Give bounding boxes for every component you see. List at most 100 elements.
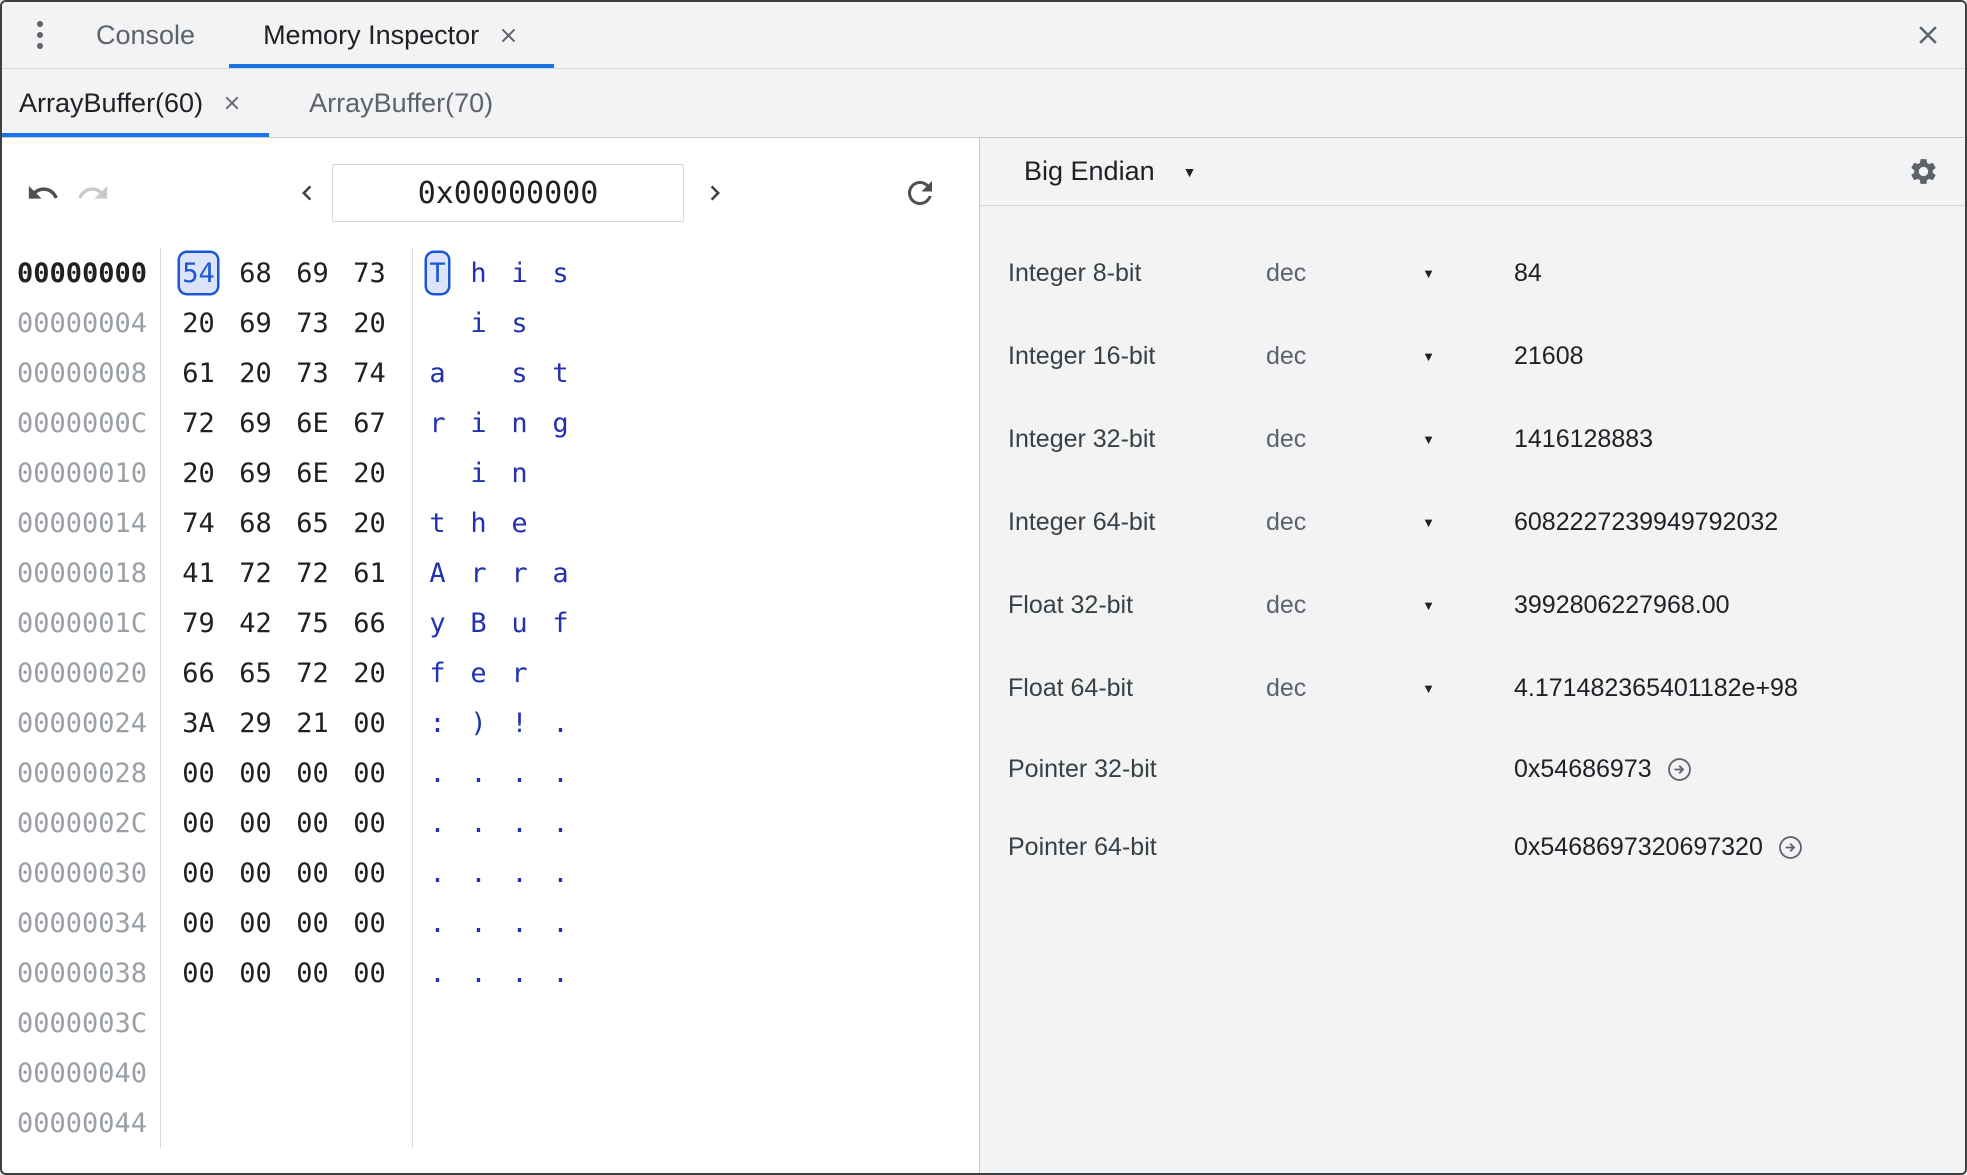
hex-byte[interactable]: 73	[296, 357, 329, 389]
ascii-char[interactable]	[427, 453, 448, 493]
ascii-char[interactable]: i	[470, 407, 487, 439]
hex-byte[interactable]: 61	[353, 557, 386, 589]
hex-byte[interactable]: 68	[239, 257, 272, 289]
hex-byte[interactable]: 74	[353, 357, 386, 389]
hex-byte[interactable]: 00	[182, 807, 215, 839]
hex-byte[interactable]: 00	[353, 907, 386, 939]
ascii-char[interactable]: .	[511, 757, 528, 789]
ascii-char[interactable]: h	[470, 257, 487, 289]
hex-byte[interactable]: 3A	[182, 707, 215, 739]
ascii-char[interactable]: f	[552, 607, 569, 639]
ascii-char[interactable]: r	[511, 557, 528, 589]
hex-byte[interactable]: 00	[239, 807, 272, 839]
hex-byte[interactable]: 00	[353, 807, 386, 839]
hex-byte[interactable]: 20	[182, 457, 215, 489]
tab-arraybuffer-60[interactable]: ArrayBuffer(60)	[2, 69, 270, 137]
hex-byte[interactable]: 00	[296, 807, 329, 839]
hex-byte[interactable]: 54	[180, 253, 217, 293]
ascii-char[interactable]: s	[552, 257, 569, 289]
ascii-char[interactable]	[468, 353, 489, 393]
value-format-dropdown[interactable]: dec ▼	[1266, 674, 1441, 703]
hex-byte[interactable]: 72	[239, 557, 272, 589]
ascii-char[interactable]: a	[552, 557, 569, 589]
hex-byte[interactable]: 69	[239, 307, 272, 339]
history-forward-button[interactable]	[76, 176, 110, 210]
hex-byte[interactable]: 20	[353, 507, 386, 539]
ascii-char[interactable]: i	[470, 307, 487, 339]
ascii-char[interactable]: .	[511, 857, 528, 889]
hex-byte[interactable]: 20	[239, 357, 272, 389]
hex-byte[interactable]: 65	[296, 507, 329, 539]
ascii-char[interactable]: n	[511, 407, 528, 439]
ascii-char[interactable]: )	[470, 707, 487, 739]
ascii-char[interactable]: a	[429, 357, 446, 389]
hex-byte[interactable]: 74	[182, 507, 215, 539]
ascii-char[interactable]: t	[429, 507, 446, 539]
hex-byte[interactable]: 00	[239, 757, 272, 789]
ascii-char[interactable]: .	[552, 957, 569, 989]
ascii-char[interactable]: .	[429, 857, 446, 889]
hex-byte[interactable]: 72	[296, 657, 329, 689]
ascii-char[interactable]: y	[429, 607, 446, 639]
ascii-char[interactable]: .	[429, 807, 446, 839]
hex-byte[interactable]: 79	[182, 607, 215, 639]
hex-byte[interactable]: 00	[182, 957, 215, 989]
hex-byte[interactable]: 00	[182, 757, 215, 789]
ascii-char[interactable]: i	[470, 457, 487, 489]
tab-arraybuffer-70[interactable]: ArrayBuffer(70)	[269, 69, 533, 137]
ascii-char[interactable]: i	[511, 257, 528, 289]
hex-byte[interactable]: 41	[182, 557, 215, 589]
value-format-dropdown[interactable]: dec ▼	[1266, 591, 1441, 620]
ascii-char[interactable]: .	[552, 757, 569, 789]
hex-byte[interactable]: 20	[353, 657, 386, 689]
ascii-char[interactable]: t	[552, 357, 569, 389]
hex-byte[interactable]: 00	[296, 757, 329, 789]
ascii-char[interactable]: u	[511, 607, 528, 639]
endianness-dropdown[interactable]: Big Endian ▼	[1024, 156, 1196, 187]
hex-byte[interactable]: 67	[353, 407, 386, 439]
more-tools-menu-icon[interactable]	[18, 2, 62, 68]
tab-console[interactable]: Console	[62, 2, 229, 68]
history-back-button[interactable]	[26, 176, 60, 210]
hex-byte[interactable]: 72	[182, 407, 215, 439]
ascii-char[interactable]: B	[470, 607, 487, 639]
ascii-char[interactable]: .	[429, 757, 446, 789]
hex-byte[interactable]: 00	[239, 857, 272, 889]
value-format-dropdown[interactable]: dec ▼	[1266, 259, 1441, 288]
ascii-char[interactable]: .	[552, 907, 569, 939]
hex-byte[interactable]: 66	[353, 607, 386, 639]
jump-to-pointer-icon[interactable]	[1666, 756, 1693, 783]
ascii-char[interactable]	[550, 653, 571, 693]
hex-byte[interactable]: 00	[353, 857, 386, 889]
ascii-char[interactable]: .	[470, 957, 487, 989]
ascii-char[interactable]: .	[552, 707, 569, 739]
ascii-char[interactable]: e	[511, 507, 528, 539]
ascii-char[interactable]	[550, 303, 571, 343]
previous-page-button[interactable]	[292, 178, 322, 208]
hex-byte[interactable]: 00	[239, 907, 272, 939]
hex-byte[interactable]: 00	[239, 957, 272, 989]
ascii-char[interactable]: .	[511, 807, 528, 839]
ascii-char[interactable]: .	[429, 957, 446, 989]
close-tab-icon[interactable]	[221, 92, 243, 114]
hex-byte[interactable]: 42	[239, 607, 272, 639]
ascii-char[interactable]: .	[511, 957, 528, 989]
ascii-char[interactable]: .	[470, 857, 487, 889]
hex-byte[interactable]: 75	[296, 607, 329, 639]
hex-byte[interactable]: 00	[353, 757, 386, 789]
ascii-char[interactable]: .	[470, 757, 487, 789]
hex-byte[interactable]: 29	[239, 707, 272, 739]
hex-byte[interactable]: 73	[353, 257, 386, 289]
ascii-char[interactable]: .	[552, 807, 569, 839]
hex-byte[interactable]: 00	[353, 957, 386, 989]
close-drawer-icon[interactable]	[1913, 2, 1943, 68]
value-format-dropdown[interactable]: dec ▼	[1266, 342, 1441, 371]
hex-byte[interactable]: 66	[182, 657, 215, 689]
ascii-char[interactable]: .	[429, 907, 446, 939]
ascii-char[interactable]: r	[511, 657, 528, 689]
ascii-char[interactable]: :	[429, 707, 446, 739]
hex-byte[interactable]: 00	[182, 907, 215, 939]
ascii-char[interactable]: h	[470, 507, 487, 539]
hex-byte[interactable]: 20	[353, 457, 386, 489]
ascii-char[interactable]: .	[552, 857, 569, 889]
